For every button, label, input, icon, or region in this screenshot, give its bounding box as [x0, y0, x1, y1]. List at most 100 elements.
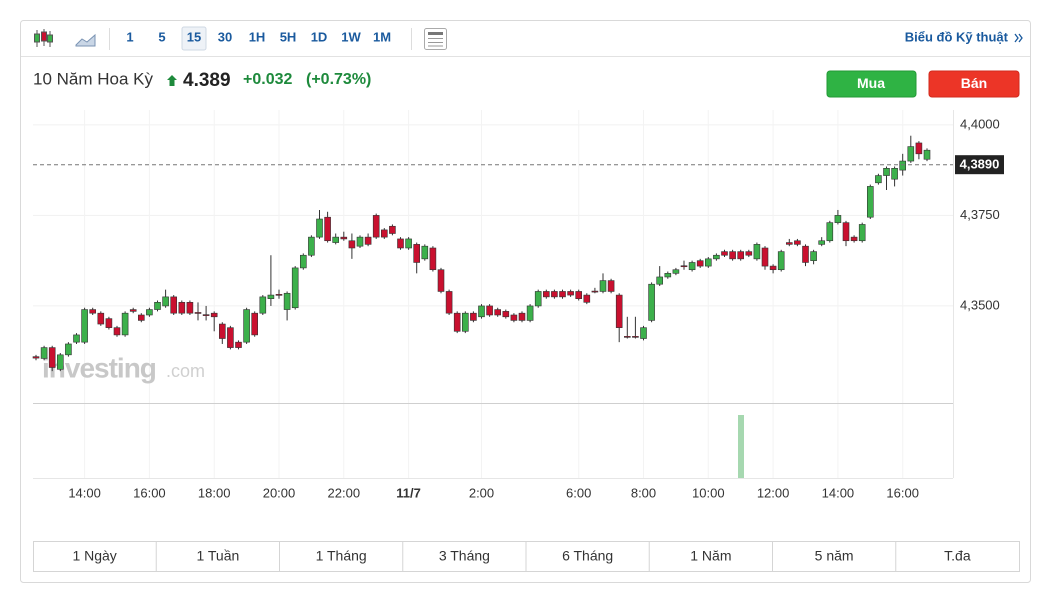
- interval-button[interactable]: 15: [187, 29, 201, 44]
- candle-body: [316, 218, 323, 238]
- candle-body: [664, 273, 672, 278]
- candle-body: [907, 146, 915, 162]
- instrument-name: 10 Năm Hoa Kỳ: [33, 69, 153, 88]
- range-tab[interactable]: 5 năm: [815, 548, 854, 564]
- candle-body: [372, 215, 380, 238]
- range-tab[interactable]: 1 Tháng: [316, 548, 367, 564]
- candle-body: [129, 309, 137, 312]
- candle-body: [688, 262, 696, 271]
- watermark-suffix: .com: [166, 361, 205, 381]
- candle-body: [753, 244, 761, 260]
- candle-body: [542, 291, 550, 298]
- candle-body: [437, 269, 445, 292]
- candle-body: [745, 251, 753, 256]
- candle-body: [356, 236, 364, 247]
- candle-body: [299, 254, 307, 269]
- candle-body: [48, 347, 56, 368]
- candle-body: [138, 314, 145, 321]
- candle-body: [834, 215, 842, 223]
- buy-button[interactable]: [826, 70, 917, 98]
- candle-body: [551, 291, 558, 298]
- candle-body: [332, 236, 340, 243]
- x-tick-label: 14:00: [822, 485, 855, 500]
- x-tick-label: 11/7: [396, 485, 421, 500]
- sell-button[interactable]: [928, 70, 1020, 98]
- interval-button[interactable]: 1M: [373, 29, 391, 44]
- range-tab[interactable]: 1 Ngày: [72, 548, 116, 564]
- candle-body: [842, 222, 850, 242]
- x-tick-label: 14:00: [68, 485, 101, 500]
- candle-body: [526, 305, 534, 321]
- candle-body: [186, 302, 194, 314]
- interval-button[interactable]: 1W: [341, 29, 361, 44]
- interval-button[interactable]: 5: [158, 29, 165, 44]
- interval-button[interactable]: 1: [126, 29, 133, 44]
- candle-body: [364, 236, 372, 245]
- candle-body: [97, 312, 105, 325]
- up-arrow: [167, 75, 177, 86]
- range-tab[interactable]: 6 Tháng: [562, 548, 613, 564]
- calendar-icon[interactable]: [424, 28, 447, 50]
- candle-body: [648, 283, 655, 321]
- interval-button[interactable]: 1D: [311, 29, 328, 44]
- candle-body: [534, 291, 542, 307]
- range-tab[interactable]: 1 Tuần: [196, 548, 239, 564]
- volume-bar: [738, 415, 744, 478]
- candle-body: [899, 160, 907, 171]
- candle-body: [494, 309, 502, 316]
- candle-body: [599, 280, 607, 292]
- technical-link[interactable]: Biểu đồ Kỹ thuật: [905, 29, 1009, 44]
- interval-button[interactable]: 30: [218, 29, 232, 44]
- sell-label[interactable]: Bán: [961, 75, 987, 91]
- area-icon[interactable]: [75, 33, 96, 47]
- candle-body: [162, 296, 169, 307]
- candle-body: [883, 168, 890, 176]
- candle-body: [251, 312, 258, 336]
- interval-button[interactable]: 1H: [249, 29, 266, 44]
- candle-body: [518, 312, 526, 321]
- candle-body: [227, 327, 234, 348]
- candle-body: [672, 269, 680, 274]
- range-tab[interactable]: 3 Tháng: [439, 548, 490, 564]
- range-tab[interactable]: 1 Năm: [690, 548, 731, 564]
- active-interval-bg: [181, 26, 207, 51]
- candle-body: [794, 240, 801, 245]
- candle-body: [219, 323, 226, 339]
- candles: [32, 135, 931, 372]
- x-tick-label: 16:00: [886, 485, 919, 500]
- candle-body: [445, 291, 453, 314]
- frame: [20, 20, 1031, 583]
- candle-body: [607, 280, 615, 292]
- x-tick-label: 8:00: [631, 485, 656, 500]
- candle-body: [210, 312, 218, 318]
- candle-body: [478, 305, 485, 318]
- interval-button[interactable]: 5H: [280, 29, 297, 44]
- candle-body: [923, 149, 931, 160]
- x-tick-label: 20:00: [263, 485, 296, 500]
- candle-body: [413, 244, 421, 263]
- candle-body: [704, 258, 712, 267]
- candle-body: [154, 302, 161, 310]
- candle-body: [623, 336, 631, 338]
- candle-body: [785, 242, 793, 245]
- candle-icon[interactable]: [34, 29, 53, 47]
- candle-body: [56, 354, 64, 370]
- candle-body: [65, 343, 72, 356]
- last-price-label: 4,3890: [960, 157, 1000, 172]
- candle-body: [640, 327, 647, 339]
- candle-body: [291, 267, 299, 309]
- candle-body: [575, 291, 583, 299]
- y-tick-label: 4,4000: [960, 116, 1000, 131]
- candle-body: [235, 341, 242, 348]
- candle-body: [915, 142, 923, 155]
- x-tick-label: 16:00: [133, 485, 166, 500]
- candle-body: [615, 294, 623, 328]
- buy-label[interactable]: Mua: [857, 75, 885, 91]
- candle-body: [810, 251, 817, 261]
- candle-body: [243, 309, 250, 343]
- range-tab[interactable]: T.đa: [944, 548, 971, 564]
- candle-body: [470, 312, 477, 321]
- candle-body: [559, 291, 566, 298]
- x-tick-label: 2:00: [469, 485, 494, 500]
